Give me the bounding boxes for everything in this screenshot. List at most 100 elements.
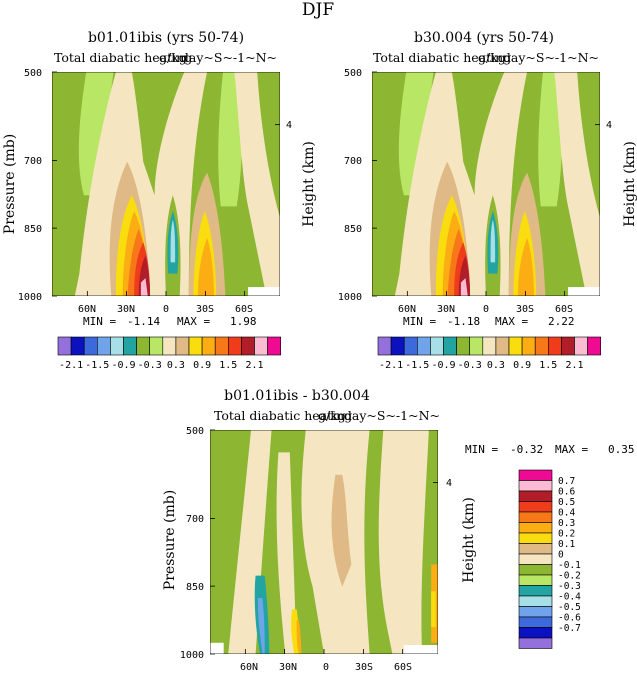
colorbar-label: -2.1 — [379, 360, 403, 371]
colorbar-label: -1.5 — [405, 360, 429, 371]
colorbar-swatch — [518, 637, 553, 649]
panel-diff-max-label: MAX = — [555, 443, 588, 456]
field-cyan-core — [170, 219, 176, 263]
panel-diff-x-ticks: 60N 30N 0 30S 60S — [240, 662, 412, 673]
colorbar-swatch — [574, 336, 588, 356]
colorbar-swatch — [518, 564, 553, 576]
y-tick-label: 1000 — [338, 292, 362, 303]
colorbar-swatch — [587, 336, 601, 356]
field-lime-band — [218, 72, 243, 207]
field-yellow-region — [431, 591, 436, 628]
panel-left-y-ticks: 500 700 850 1000 4 — [18, 68, 292, 303]
colorbar-label: -0.5 — [558, 602, 581, 613]
panel-left-colorbar: -2.1 -1.5 -0.9 -0.3 0.3 0.9 1.5 2.1 — [57, 336, 282, 371]
x-tick-label: 30N — [117, 304, 135, 315]
x-tick-label: 60S — [394, 662, 412, 673]
field-terrain-mask — [403, 645, 438, 654]
colorbar-label: -0.7 — [558, 623, 581, 634]
colorbar-swatch — [518, 543, 553, 555]
panel-right-subtitle-right: day~S~-1~N~ — [503, 50, 599, 65]
x-tick-label: 0 — [163, 304, 169, 315]
y-tick-label: 500 — [186, 426, 204, 437]
panel-right-x-ticks: 60N 30N 0 30S 60S — [398, 304, 573, 315]
colorbar-label: 0.3 — [167, 360, 185, 371]
y-tick-label: 700 — [24, 156, 42, 167]
panel-left-min-value: -1.14 — [127, 315, 160, 328]
x-tick-label: 30S — [196, 304, 214, 315]
panel-left-title: b01.01ibis (yrs 50-74) — [88, 30, 244, 46]
colorbar-swatch — [518, 585, 553, 597]
colorbar-swatch — [518, 522, 553, 534]
panel-left-max-label: MAX = — [177, 315, 210, 328]
colorbar-swatch — [456, 336, 471, 356]
colorbar-label: 0.5 — [558, 497, 575, 508]
colorbar-label: -0.3 — [458, 360, 482, 371]
panel-right-min-label: MIN = — [403, 315, 436, 328]
panel-right-ylabel-right: Height (km) — [622, 141, 637, 227]
field-sand-region — [331, 474, 352, 587]
field-terrain-mask — [210, 642, 224, 654]
panel-right-min-value: -1.18 — [447, 315, 480, 328]
x-tick-label: 0 — [483, 304, 489, 315]
x-tick-label: 30S — [516, 304, 534, 315]
panel-diff-subtitle-left: Total diabatic heating — [214, 408, 352, 423]
panel-left-subtitle-right: day~S~-1~N~ — [181, 50, 277, 65]
panel-diff-max-value: 0.35 — [608, 443, 635, 456]
colorbar-label: 2.1 — [245, 360, 263, 371]
colorbar-swatch — [518, 627, 553, 639]
panel-left-max-value: 1.98 — [230, 315, 257, 328]
colorbar-label: 1.5 — [219, 360, 237, 371]
colorbar-label: -2.1 — [59, 360, 83, 371]
field-cyan-core — [490, 219, 496, 263]
panel-left-subtitle-left: Total diabatic heating — [54, 50, 192, 65]
panel-diff-ylabel: Pressure (mb) — [162, 490, 178, 590]
colorbar-swatch — [430, 336, 444, 356]
field-tan-region — [378, 430, 429, 654]
colorbar-label: 0.4 — [558, 508, 575, 519]
panel-right-title: b30.004 (yrs 50-74) — [414, 30, 554, 46]
colorbar-label: 0.9 — [513, 360, 531, 371]
panel-diff: b01.01ibis - b30.004 Total diabatic heat… — [162, 388, 635, 673]
colorbar-swatch — [241, 336, 255, 356]
x-tick-label: 60N — [78, 304, 96, 315]
colorbar-swatch — [390, 336, 405, 356]
y-tick-label: 1000 — [180, 650, 204, 661]
panel-right-plot-area — [372, 72, 600, 296]
colorbar-swatch — [482, 336, 497, 356]
colorbar-swatch — [534, 336, 549, 356]
colorbar-label: 0.7 — [558, 476, 575, 487]
colorbar-label: -0.1 — [558, 560, 581, 571]
colorbar-label: -0.9 — [111, 360, 135, 371]
field-orange-region — [296, 620, 302, 654]
y-tick-label: 850 — [24, 224, 42, 235]
colorbar-swatch — [518, 574, 553, 586]
colorbar-label: 0.9 — [193, 360, 211, 371]
y-right-tick-label: 4 — [286, 120, 292, 131]
panel-left-subtitle-center: g/kg — [159, 50, 187, 65]
colorbar-swatch — [214, 336, 229, 356]
colorbar-swatch — [201, 336, 216, 356]
panel-diff-subtitle-center: g/kg — [318, 408, 346, 423]
panel-diff-y-ticks: 500 700 850 1000 4 — [180, 426, 452, 661]
colorbar-swatch — [188, 336, 203, 356]
colorbar-swatch — [518, 595, 553, 607]
colorbar-label: 0.6 — [558, 487, 575, 498]
colorbar-label: 0.2 — [558, 529, 575, 540]
field-pink-region — [140, 278, 148, 296]
colorbar-swatch — [443, 336, 457, 356]
colorbar-swatch — [508, 336, 523, 356]
panel-left-x-ticks: 60N 30N 0 30S 60S — [78, 304, 253, 315]
y-tick-label: 850 — [344, 224, 362, 235]
colorbar-label: -0.3 — [558, 581, 581, 592]
y-tick-label: 500 — [24, 68, 42, 79]
colorbar-label: 0 — [558, 550, 564, 561]
panel-left-plot-area — [52, 72, 280, 296]
field-orange-region — [517, 237, 534, 296]
colorbar-swatch — [495, 336, 510, 356]
colorbar-swatch — [561, 336, 575, 356]
panel-right-subtitle-center: g/kg — [478, 50, 506, 65]
colorbar-label: -1.5 — [85, 360, 109, 371]
colorbar-label: -0.3 — [138, 360, 162, 371]
field-terrain-mask — [248, 287, 280, 296]
colorbar-swatch — [267, 336, 282, 356]
